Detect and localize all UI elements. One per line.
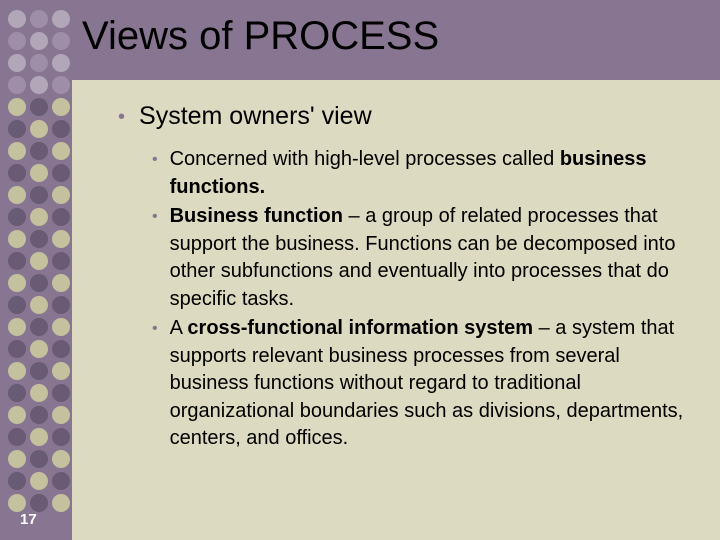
sub-bullet-1: • Concerned with high-level processes ca…	[152, 146, 692, 201]
dot	[8, 296, 26, 314]
dot	[52, 186, 70, 204]
text-bold: cross-functional information system	[187, 317, 533, 339]
dot	[30, 494, 48, 512]
dot	[52, 98, 70, 116]
dot	[30, 450, 48, 468]
dot	[52, 362, 70, 380]
dot	[8, 428, 26, 446]
dot	[30, 428, 48, 446]
dot	[52, 208, 70, 226]
dot	[8, 230, 26, 248]
dot	[30, 98, 48, 116]
bullet-icon: •	[152, 315, 158, 342]
dot	[8, 54, 26, 72]
text-bold: Business function	[170, 205, 343, 227]
dot	[30, 362, 48, 380]
dot	[30, 54, 48, 72]
sub-bullet-3-text: A cross-functional information system – …	[170, 315, 692, 453]
dot	[30, 208, 48, 226]
dot	[52, 406, 70, 424]
dot	[52, 340, 70, 358]
dot	[30, 296, 48, 314]
dot	[52, 450, 70, 468]
dot	[8, 450, 26, 468]
dot	[8, 142, 26, 160]
dot	[52, 296, 70, 314]
dot	[30, 406, 48, 424]
dot	[30, 142, 48, 160]
sub-bullets: • Concerned with high-level processes ca…	[152, 146, 692, 455]
dot	[8, 318, 26, 336]
dot	[52, 428, 70, 446]
page-number: 17	[20, 511, 37, 528]
dot	[30, 76, 48, 94]
slide-title: Views of PROCESS	[82, 14, 439, 59]
text-segment: Concerned with high-level processes call…	[170, 148, 560, 170]
main-bullet-text: System owners' view	[139, 102, 372, 131]
dot	[30, 10, 48, 28]
dot	[52, 230, 70, 248]
dot	[8, 362, 26, 380]
dot	[8, 340, 26, 358]
dot	[30, 32, 48, 50]
main-bullet: • System owners' view	[118, 102, 372, 132]
bullet-icon: •	[118, 102, 125, 132]
dot	[8, 10, 26, 28]
dot	[52, 142, 70, 160]
dot	[52, 54, 70, 72]
dot	[8, 164, 26, 182]
dot	[8, 32, 26, 50]
dot	[8, 76, 26, 94]
dot	[8, 494, 26, 512]
bullet-icon: •	[152, 146, 158, 173]
dot	[8, 186, 26, 204]
text-segment: A	[170, 317, 188, 339]
dot	[30, 472, 48, 490]
bullet-icon: •	[152, 203, 158, 230]
dot	[8, 384, 26, 402]
dot	[8, 98, 26, 116]
dot	[52, 252, 70, 270]
dot	[8, 208, 26, 226]
sub-bullet-1-text: Concerned with high-level processes call…	[170, 146, 692, 201]
dot	[8, 472, 26, 490]
sub-bullet-2: • Business function – a group of related…	[152, 203, 692, 313]
sub-bullet-3: • A cross-functional information system …	[152, 315, 692, 453]
dot	[52, 274, 70, 292]
dot	[30, 340, 48, 358]
dot	[30, 186, 48, 204]
sub-bullet-2-text: Business function – a group of related p…	[170, 203, 692, 313]
dot	[52, 318, 70, 336]
dot	[30, 230, 48, 248]
dot	[52, 32, 70, 50]
dot	[52, 472, 70, 490]
title-underline	[76, 66, 712, 69]
dot	[52, 120, 70, 138]
dot	[52, 10, 70, 28]
dot	[8, 406, 26, 424]
dot	[52, 164, 70, 182]
dot	[52, 76, 70, 94]
dot	[30, 318, 48, 336]
dot	[30, 120, 48, 138]
dot	[30, 164, 48, 182]
dot	[8, 274, 26, 292]
dot	[52, 384, 70, 402]
dot	[30, 274, 48, 292]
dot	[30, 384, 48, 402]
dot	[52, 494, 70, 512]
dot	[8, 120, 26, 138]
decorative-dots	[0, 0, 72, 540]
dot	[8, 252, 26, 270]
dot	[30, 252, 48, 270]
